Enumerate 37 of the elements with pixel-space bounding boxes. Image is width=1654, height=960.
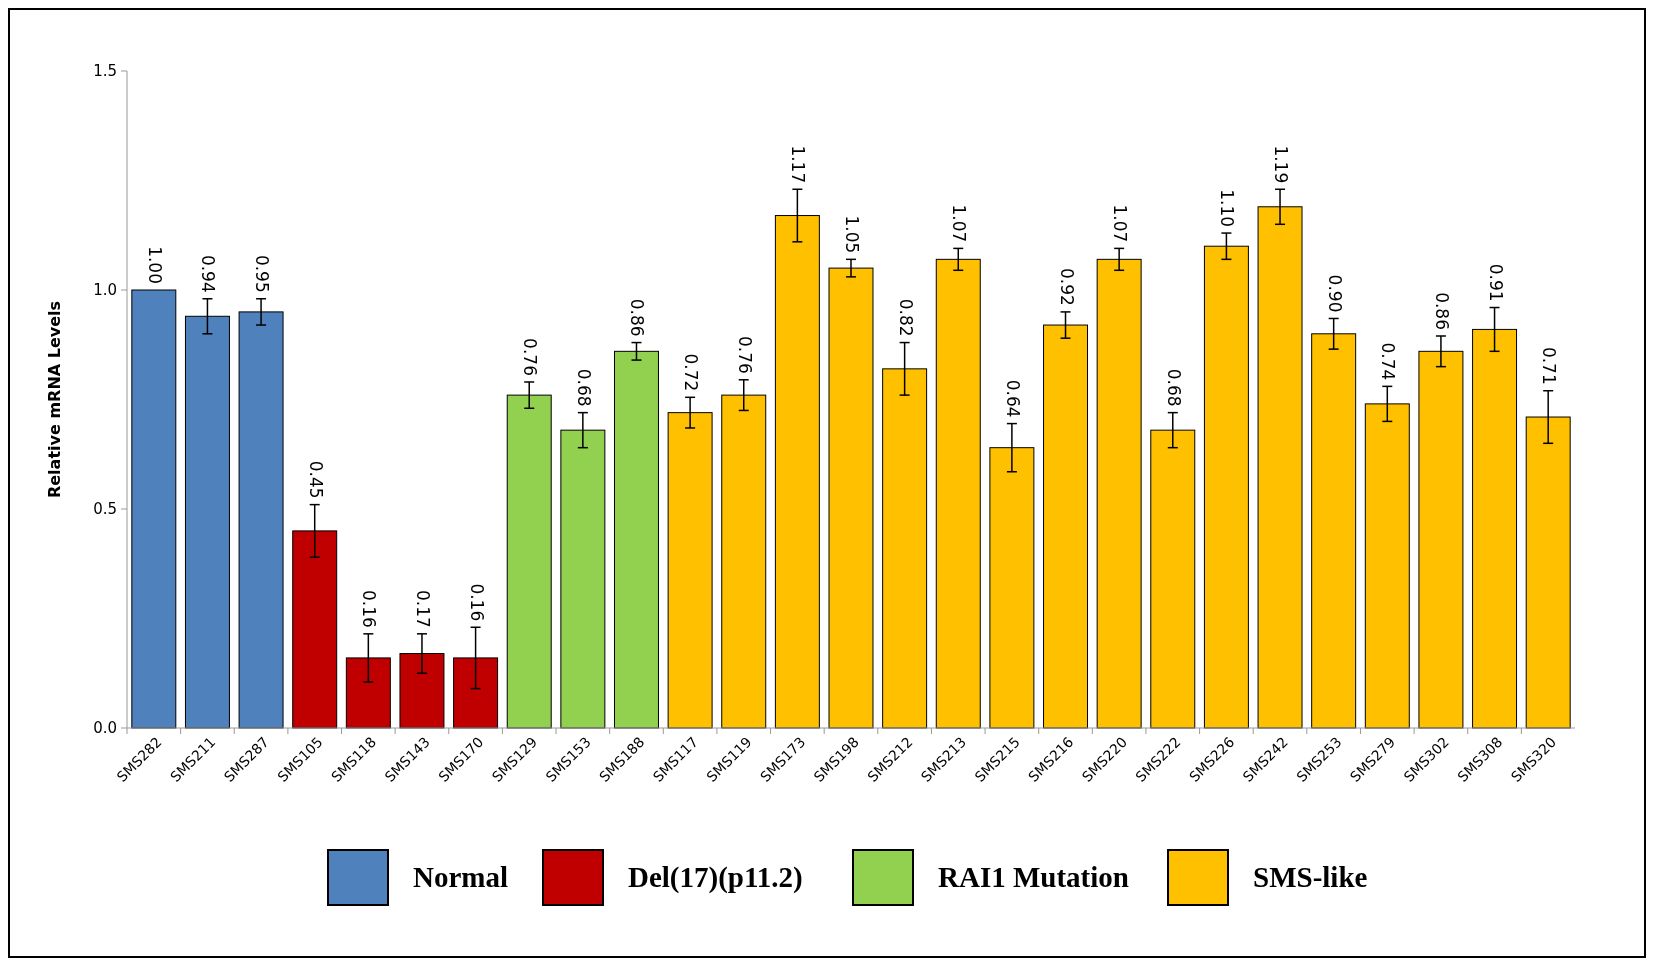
legend-label: Del(17)(p11.2)	[628, 860, 803, 894]
data-label: 1.07	[1110, 204, 1131, 243]
data-label: 0.92	[1056, 268, 1077, 306]
data-label: 1.19	[1271, 145, 1292, 184]
data-label: 0.94	[198, 254, 219, 293]
data-label: 0.68	[1163, 368, 1184, 407]
legend-label: RAI1 Mutation	[938, 860, 1129, 893]
data-label: 0.95	[252, 254, 273, 293]
data-label: 0.86	[627, 298, 648, 337]
data-label: 1.05	[842, 215, 862, 254]
data-label: 1.07	[949, 204, 970, 243]
data-label: 0.90	[1324, 274, 1345, 313]
y-tick-label: 0.0	[93, 718, 117, 737]
y-tick-label: 0.5	[93, 499, 117, 518]
data-label: 0.64	[1002, 379, 1023, 418]
y-tick-label: 1.5	[93, 61, 117, 80]
legend-label: Normal	[413, 860, 509, 893]
data-label: 1.10	[1217, 189, 1238, 228]
data-label: 0.91	[1485, 263, 1506, 302]
data-label: 0.17	[412, 589, 433, 628]
data-label: 0.74	[1378, 342, 1399, 381]
bar	[131, 289, 177, 729]
data-label: 0.16	[466, 583, 487, 622]
data-label: 0.68	[573, 368, 594, 407]
y-tick-label: 1.0	[93, 280, 117, 299]
data-label: 0.76	[734, 335, 755, 374]
data-label: 1.17	[788, 145, 809, 184]
data-label: 0.45	[305, 460, 326, 499]
data-label: 0.82	[895, 298, 916, 337]
data-label: 0.86	[1431, 292, 1452, 330]
data-label: 0.71	[1539, 346, 1560, 385]
y-axis-title: Relative mRNA Levels	[45, 300, 64, 499]
data-label: 1.00	[144, 246, 165, 284]
data-label: 0.72	[681, 353, 702, 392]
data-label: 0.16	[359, 589, 380, 628]
data-label: 0.76	[520, 338, 541, 376]
legend-label: SMS-like	[1253, 860, 1368, 893]
